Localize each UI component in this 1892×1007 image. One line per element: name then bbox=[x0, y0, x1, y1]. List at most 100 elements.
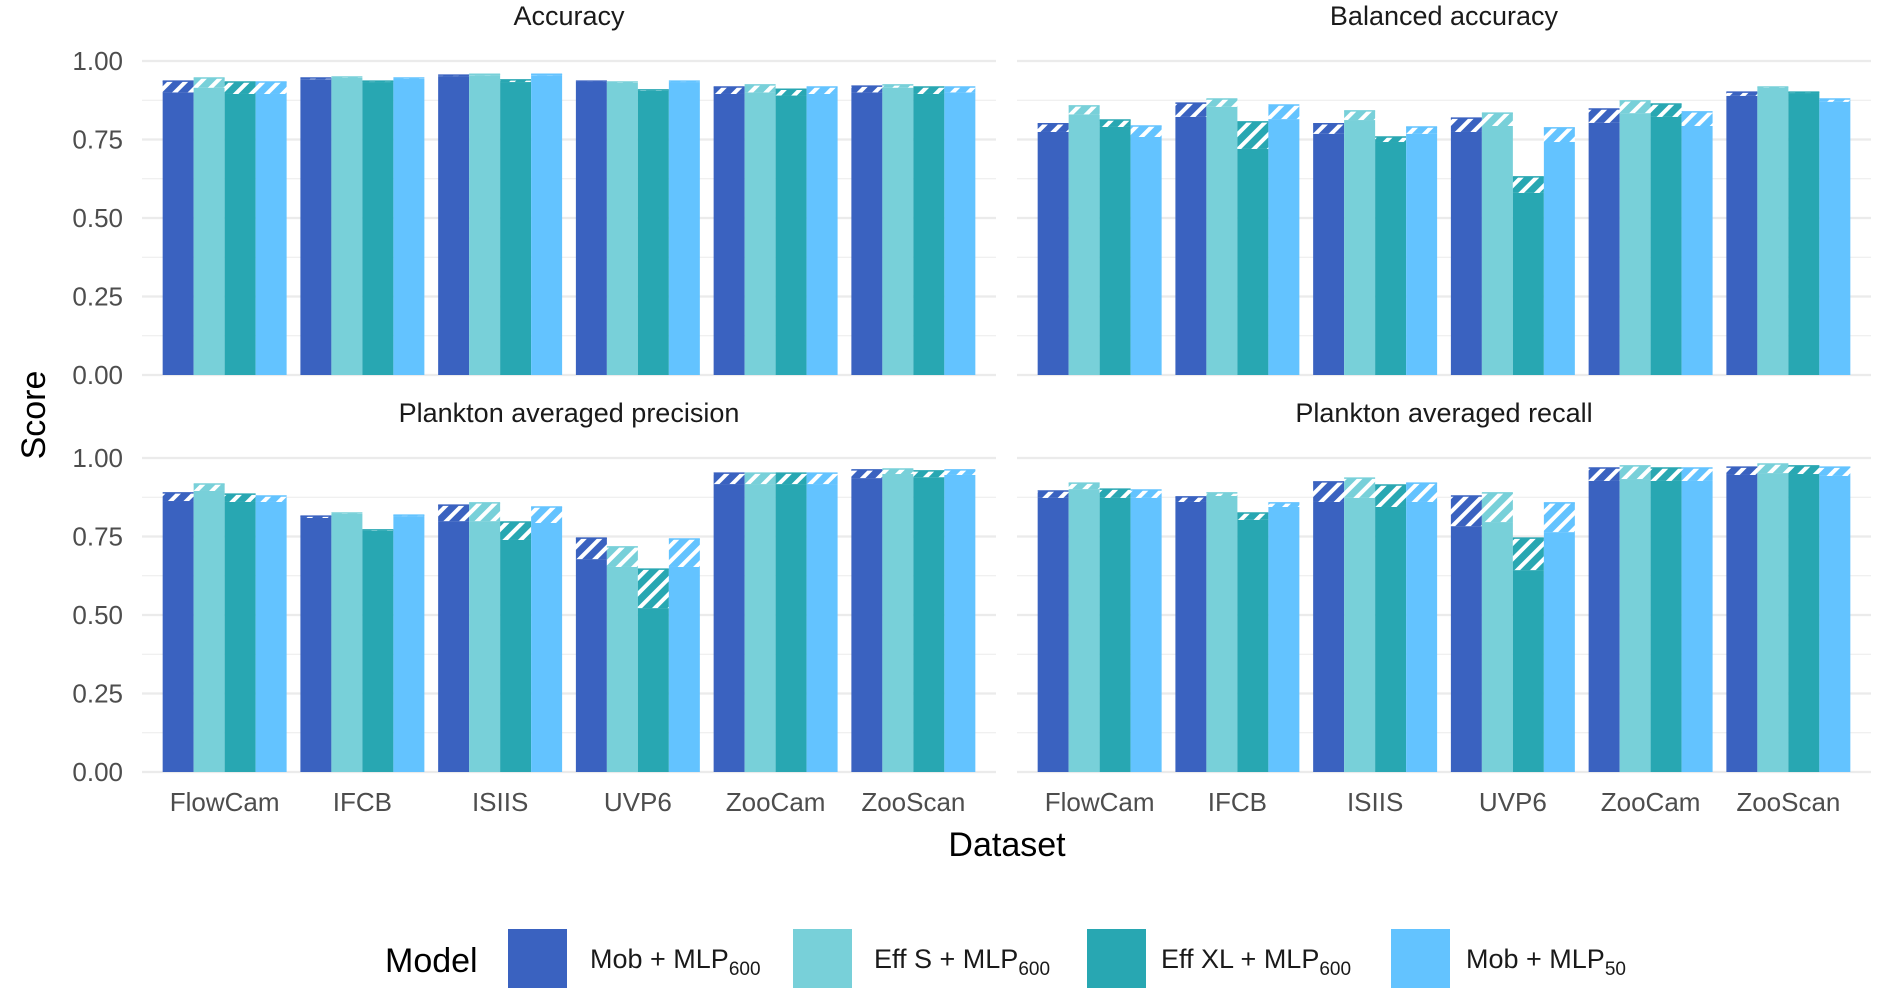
bar-hatched-range bbox=[1237, 121, 1269, 149]
bar-solid bbox=[393, 516, 425, 772]
y-tick-label: 0.75 bbox=[72, 522, 123, 552]
bar-solid bbox=[393, 78, 425, 375]
bar-solid bbox=[1450, 526, 1482, 772]
bar-solid bbox=[882, 474, 914, 772]
bar-hatched-range bbox=[1037, 123, 1069, 132]
legend-item: Mob + MLP50 bbox=[1391, 929, 1626, 988]
bar-hatched-range bbox=[1375, 485, 1407, 507]
bar-solid bbox=[1268, 119, 1300, 375]
bar-hatched-range bbox=[1237, 512, 1269, 520]
bar-hatched-range bbox=[1757, 463, 1789, 474]
bar-hatched-range bbox=[1375, 136, 1407, 143]
bar-solid bbox=[1512, 570, 1544, 772]
x-tick-label: IFCB bbox=[333, 787, 392, 817]
bar-hatched-range bbox=[438, 505, 470, 522]
bar-solid bbox=[1068, 489, 1100, 772]
bar-solid bbox=[1130, 136, 1162, 375]
y-tick-label: 0.00 bbox=[72, 360, 123, 390]
y-tick-label: 0.00 bbox=[72, 757, 123, 787]
bar-solid bbox=[1037, 497, 1069, 772]
bar-solid bbox=[1819, 475, 1851, 772]
bar-hatched-range bbox=[1819, 467, 1851, 476]
bar-solid bbox=[1406, 501, 1438, 772]
bar-hatched-range bbox=[637, 569, 669, 609]
bar-solid bbox=[531, 522, 563, 772]
bar-hatched-range bbox=[1450, 118, 1482, 132]
bar-solid bbox=[944, 474, 976, 772]
bar-solid bbox=[1237, 148, 1269, 375]
bar-solid bbox=[1313, 133, 1345, 375]
bar-hatched-range bbox=[469, 502, 501, 522]
bar-solid bbox=[469, 521, 501, 772]
x-tick-label: UVP6 bbox=[1479, 787, 1547, 817]
legend-key bbox=[793, 929, 852, 988]
bar-solid bbox=[1619, 113, 1651, 376]
bar-solid bbox=[1344, 120, 1376, 375]
bar-solid bbox=[224, 93, 256, 375]
bar-solid bbox=[1130, 497, 1162, 772]
bar-hatched-range bbox=[575, 538, 607, 560]
bar-solid bbox=[713, 93, 745, 375]
bar-solid bbox=[531, 75, 563, 375]
bar-hatched-range bbox=[668, 539, 700, 567]
bar-hatched-range bbox=[500, 79, 532, 83]
bar-solid bbox=[1175, 116, 1207, 375]
bar-solid bbox=[1344, 497, 1376, 772]
bar-solid bbox=[1037, 131, 1069, 375]
bar-hatched-range bbox=[944, 87, 976, 93]
bar-hatched-range bbox=[744, 84, 776, 93]
bar-solid bbox=[1481, 125, 1513, 375]
y-tick-label: 0.25 bbox=[72, 679, 123, 709]
bar-solid bbox=[193, 87, 225, 375]
bar-solid bbox=[331, 77, 363, 376]
bar-hatched-range bbox=[913, 87, 945, 94]
bar-hatched-range bbox=[1481, 492, 1513, 523]
x-tick-label: ISIIS bbox=[472, 787, 528, 817]
bar-solid bbox=[806, 484, 838, 772]
bar-solid bbox=[606, 566, 638, 772]
bar-hatched-range bbox=[1588, 468, 1620, 481]
legend-key bbox=[1391, 929, 1450, 988]
bar-hatched-range bbox=[775, 473, 807, 485]
bar-hatched-range bbox=[806, 473, 838, 485]
panel-plankton-averaged-precision: Plankton averaged precision 0.00 0.25 0.50 0… bbox=[72, 398, 996, 817]
bar-hatched-range bbox=[775, 89, 807, 96]
bar-solid bbox=[1237, 519, 1269, 772]
legend-label: Mob + MLP600 bbox=[590, 944, 761, 980]
bar-solid bbox=[775, 484, 807, 772]
bar-solid bbox=[668, 82, 700, 376]
legend-key bbox=[1087, 929, 1146, 988]
bar-hatched-range bbox=[162, 492, 194, 502]
bar-hatched-range bbox=[1206, 98, 1238, 107]
bar-solid bbox=[744, 484, 776, 772]
bar-hatched-range bbox=[255, 82, 287, 94]
bar-solid bbox=[1588, 122, 1620, 375]
bar-hatched-range bbox=[1037, 490, 1069, 498]
bar-hatched-range bbox=[882, 84, 914, 88]
bar-solid bbox=[913, 93, 945, 375]
bar-hatched-range bbox=[1726, 92, 1758, 96]
panel-accuracy: Accuracy 0.00 0.25 0.50 0.75 1.00 bbox=[72, 1, 996, 390]
bar-hatched-range bbox=[300, 516, 332, 518]
bar-solid bbox=[806, 93, 838, 375]
bar-hatched-range bbox=[1175, 103, 1207, 117]
bar-hatched-range bbox=[1450, 495, 1482, 527]
bar-solid bbox=[1543, 142, 1575, 375]
y-tick-label: 0.75 bbox=[72, 125, 123, 155]
bar-solid bbox=[255, 93, 287, 375]
bar-solid bbox=[1681, 480, 1713, 772]
bar-hatched-range bbox=[1788, 465, 1820, 475]
bar-solid bbox=[606, 82, 638, 375]
bar-solid bbox=[851, 92, 883, 376]
panel-title: Plankton averaged precision bbox=[399, 398, 740, 428]
bar-solid bbox=[713, 484, 745, 772]
y-axis-title: Score bbox=[15, 371, 53, 460]
bar-solid bbox=[1175, 501, 1207, 772]
bar-solid bbox=[1099, 126, 1131, 375]
bar-solid bbox=[1313, 501, 1345, 772]
bar-solid bbox=[300, 79, 332, 375]
bar-solid bbox=[193, 490, 225, 772]
bar-solid bbox=[1788, 474, 1820, 772]
bar-hatched-range bbox=[851, 469, 883, 479]
bar-hatched-range bbox=[1206, 492, 1238, 496]
